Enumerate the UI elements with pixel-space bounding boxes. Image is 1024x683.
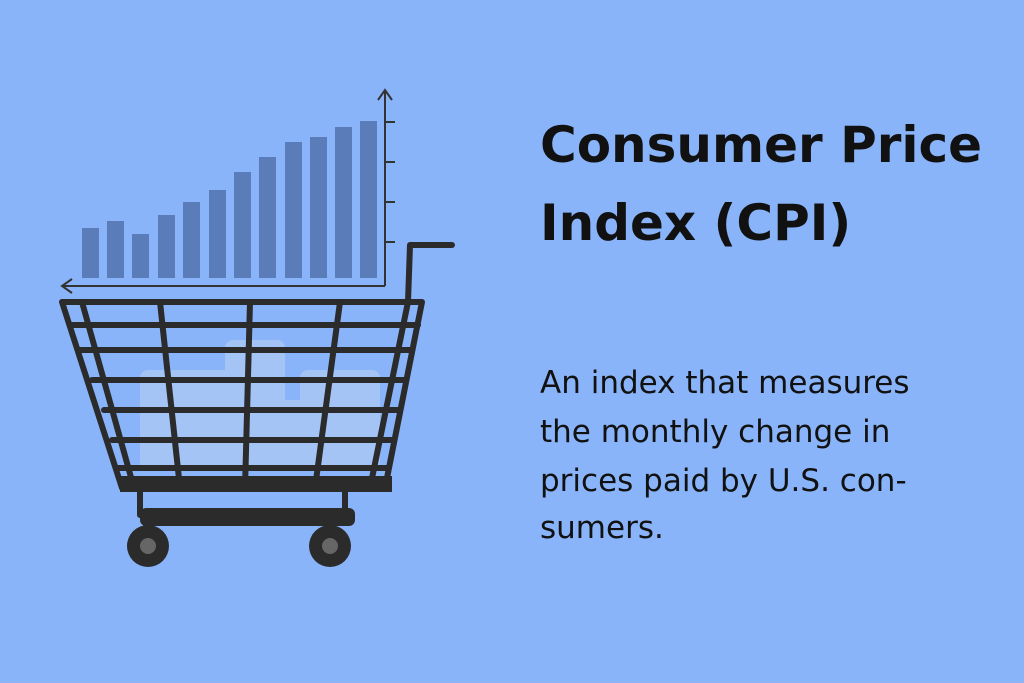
bar <box>183 202 200 278</box>
bar <box>310 137 327 278</box>
wheel-hub <box>140 538 156 554</box>
title-line: Consumer Price <box>540 116 982 174</box>
description-line: the monthly change in <box>540 414 890 450</box>
chart-illustration <box>60 88 395 294</box>
axes <box>60 88 395 294</box>
bar <box>132 234 149 278</box>
bar <box>107 221 124 278</box>
description-line: An index that measures <box>540 365 910 401</box>
bar <box>335 127 352 278</box>
bar <box>82 228 99 278</box>
cart-rim <box>120 476 392 492</box>
x-axis <box>60 278 385 294</box>
shopping-cart <box>59 242 455 567</box>
bar <box>259 157 276 278</box>
axis-ticks <box>385 121 395 243</box>
cart-handle <box>405 242 455 305</box>
title-line: Index (CPI) <box>540 194 851 252</box>
wheel-hub <box>322 538 338 554</box>
bar <box>285 142 302 278</box>
bar <box>209 190 226 278</box>
bar <box>158 215 175 278</box>
description-line: sumers. <box>540 510 664 546</box>
bar <box>234 172 251 278</box>
cart-wires <box>79 299 411 491</box>
cart-base <box>140 508 355 526</box>
bar <box>360 121 377 278</box>
description-line: prices paid by U.S. con- <box>540 463 907 499</box>
